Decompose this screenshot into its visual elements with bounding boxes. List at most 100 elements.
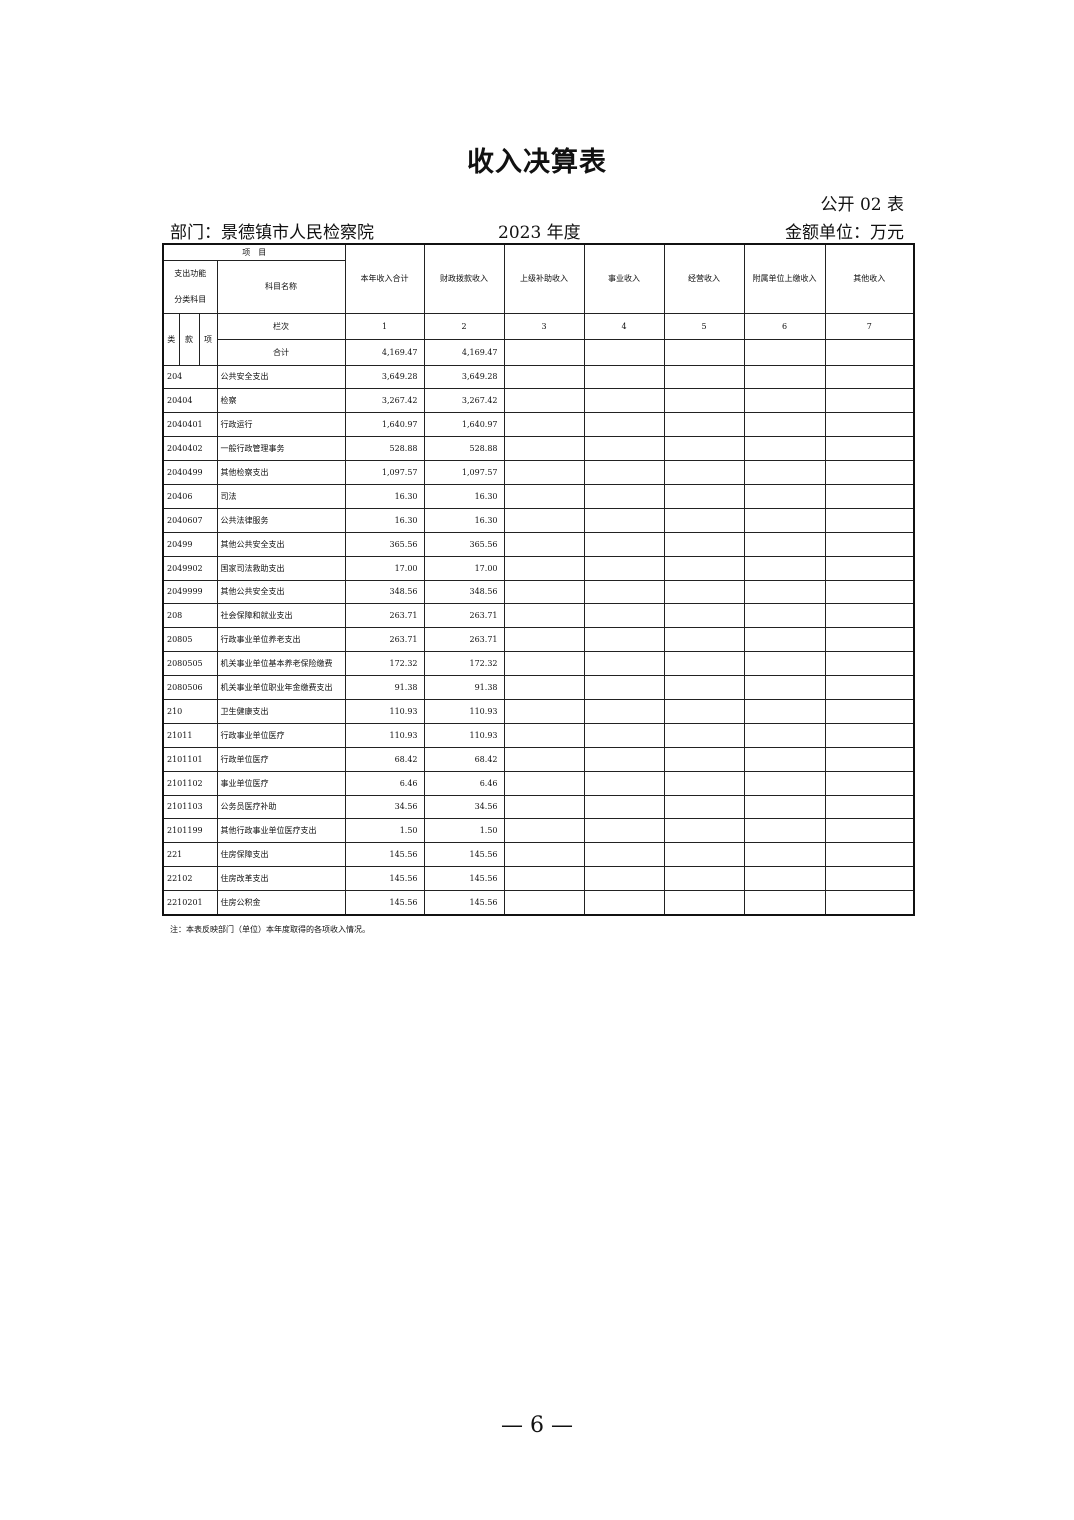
header-subject-name: 科目名称 — [216, 259, 346, 314]
subject-name: 行政事业单位养老支出 — [216, 627, 346, 653]
total-row: 合计 4,169.47 4,169.47 — [163, 338, 915, 366]
empty-cell — [503, 603, 585, 629]
empty-cell — [743, 412, 826, 438]
col-number: 4 — [583, 312, 665, 340]
empty-cell — [663, 842, 745, 868]
table-row: 221 住房保障支出 145.56 145.56 — [162, 842, 915, 868]
subject-code: 221 — [162, 842, 218, 868]
empty-cell — [503, 579, 585, 605]
empty-cell — [743, 698, 826, 724]
empty-cell — [503, 698, 585, 724]
fiscal-income: 263.71 — [423, 627, 505, 653]
subject-code: 2049902 — [162, 555, 218, 581]
subject-name: 公共安全支出 — [216, 364, 346, 390]
empty-cell — [503, 627, 585, 653]
total-income: 1,640.97 — [344, 412, 425, 438]
empty-cell — [743, 531, 826, 557]
table-row: 2101199 其他行政事业单位医疗支出 1.50 1.50 — [162, 818, 915, 844]
empty-cell — [824, 579, 915, 605]
total-value: 4,169.47 — [423, 338, 505, 366]
col-number: 3 — [503, 312, 585, 340]
empty-cell — [503, 460, 585, 485]
fiscal-income: 34.56 — [423, 794, 505, 820]
fiscal-income: 145.56 — [423, 866, 505, 892]
empty-cell — [824, 890, 915, 916]
total-income: 145.56 — [344, 890, 425, 916]
header-lei: 类 — [162, 312, 180, 366]
empty-cell — [663, 794, 745, 820]
subject-code: 2210201 — [162, 890, 218, 916]
total-income: 16.30 — [344, 483, 425, 509]
subject-code: 22102 — [162, 866, 218, 892]
empty-cell — [824, 364, 915, 390]
empty-cell — [663, 579, 745, 605]
empty-cell — [824, 460, 915, 485]
header-category-l1: 支出功能 — [174, 268, 207, 278]
empty-cell — [743, 794, 826, 820]
subject-name: 其他公共安全支出 — [216, 579, 346, 605]
empty-cell — [503, 794, 585, 820]
empty-cell — [824, 531, 915, 557]
fiscal-income: 110.93 — [423, 698, 505, 724]
empty-cell — [743, 603, 826, 629]
empty-cell — [583, 531, 665, 557]
fiscal-income: 145.56 — [423, 842, 505, 868]
subject-name: 一般行政管理事务 — [216, 436, 346, 462]
col-number: 5 — [663, 312, 745, 340]
table-row: 2049902 国家司法救助支出 17.00 17.00 — [162, 555, 915, 581]
header-item: 项 目 — [162, 243, 346, 261]
table-number: 公开 02 表 — [820, 195, 904, 215]
empty-cell — [503, 555, 585, 581]
header-kuan: 款 — [178, 312, 200, 366]
subject-code: 20404 — [162, 388, 218, 414]
subject-name: 其他公共安全支出 — [216, 531, 346, 557]
col-header: 上级补助收入 — [503, 243, 585, 314]
empty-cell — [503, 483, 585, 509]
subject-code: 210 — [162, 698, 218, 724]
empty-cell — [663, 483, 745, 509]
empty-cell — [663, 388, 745, 414]
table-row: 20404 检察 3,267.42 3,267.42 — [162, 388, 915, 414]
table-row: 2040401 行政运行 1,640.97 1,640.97 — [162, 412, 915, 438]
subject-code: 208 — [162, 603, 218, 629]
empty-cell — [743, 460, 826, 485]
fiscal-income: 68.42 — [423, 746, 505, 772]
subject-name: 卫生健康支出 — [216, 698, 346, 724]
empty-cell — [824, 555, 915, 581]
subject-code: 20805 — [162, 627, 218, 653]
total-income: 263.71 — [344, 627, 425, 653]
empty-cell — [663, 531, 745, 557]
subject-code: 2049999 — [162, 579, 218, 605]
empty-cell — [663, 507, 745, 533]
empty-cell — [663, 460, 745, 485]
fiscal-income: 16.30 — [423, 483, 505, 509]
empty-cell — [743, 507, 826, 533]
empty-cell — [583, 603, 665, 629]
table-row: 2080505 机关事业单位基本养老保险缴费 172.32 172.32 — [162, 651, 915, 677]
subject-code: 2040402 — [162, 436, 218, 462]
total-income: 68.42 — [344, 746, 425, 772]
total-income: 1,097.57 — [344, 460, 425, 485]
fiscal-year: 2023 年度 — [498, 223, 581, 243]
table-row: 2040402 一般行政管理事务 528.88 528.88 — [162, 436, 915, 462]
empty-cell — [743, 579, 826, 605]
fiscal-income: 528.88 — [423, 436, 505, 462]
subject-code: 21011 — [162, 722, 218, 748]
empty-cell — [663, 627, 745, 653]
fiscal-income: 3,649.28 — [423, 364, 505, 390]
empty-cell — [824, 483, 915, 509]
empty-cell — [743, 770, 826, 796]
empty-cell — [824, 842, 915, 868]
table-row: 2101101 行政单位医疗 68.42 68.42 — [162, 746, 915, 772]
col-header: 其他收入 — [824, 243, 915, 314]
empty-cell — [743, 746, 826, 772]
table-row: 204 公共安全支出 3,649.28 3,649.28 — [162, 364, 915, 390]
total-income: 365.56 — [344, 531, 425, 557]
total-value — [663, 338, 745, 366]
total-income: 145.56 — [344, 866, 425, 892]
total-value — [503, 338, 585, 366]
total-value — [743, 338, 826, 366]
subject-name: 机关事业单位基本养老保险缴费 — [216, 651, 346, 677]
empty-cell — [583, 842, 665, 868]
table-row: 2101103 公务员医疗补助 34.56 34.56 — [162, 794, 915, 820]
